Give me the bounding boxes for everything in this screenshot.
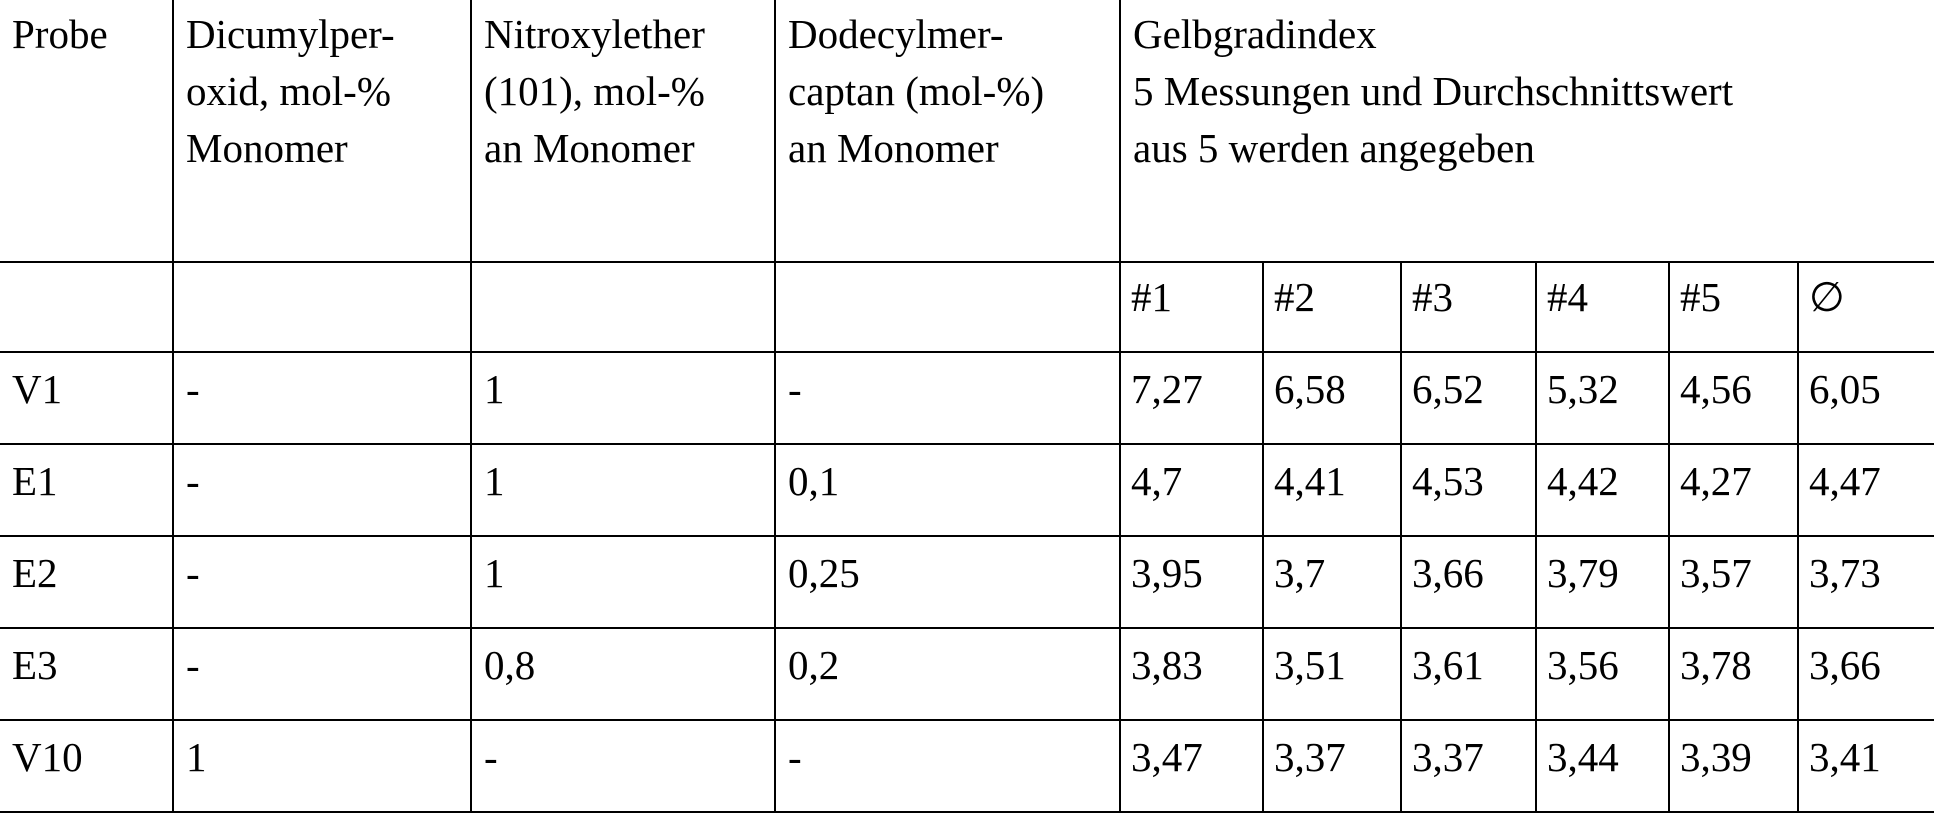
cell-measurement: 3,37 xyxy=(1263,720,1401,812)
cell-probe: E3 xyxy=(0,628,173,720)
cell-dicumylperoxid: - xyxy=(173,444,471,536)
cell-measurement: 3,61 xyxy=(1401,628,1536,720)
header-nitroxylether: Nitroxylether(101), mol-%an Monomer xyxy=(471,0,775,262)
cell-measurement: 7,27 xyxy=(1120,352,1263,444)
cell-nitroxylether: 1 xyxy=(471,444,775,536)
cell-dicumylperoxid: - xyxy=(173,352,471,444)
cell-average: 4,47 xyxy=(1798,444,1934,536)
cell-probe: E2 xyxy=(0,536,173,628)
cell-measurement: 3,79 xyxy=(1536,536,1669,628)
cell-average: 3,66 xyxy=(1798,628,1934,720)
header-dicumylperoxid: Dicumylper-oxid, mol-%Monomer xyxy=(173,0,471,262)
cell-measurement: 4,41 xyxy=(1263,444,1401,536)
subheader-empty xyxy=(775,262,1120,352)
cell-measurement: 3,95 xyxy=(1120,536,1263,628)
cell-probe: V1 xyxy=(0,352,173,444)
cell-measurement: 4,53 xyxy=(1401,444,1536,536)
cell-dodecylmercaptan: 0,2 xyxy=(775,628,1120,720)
cell-measurement: 4,42 xyxy=(1536,444,1669,536)
cell-measurement: 3,51 xyxy=(1263,628,1401,720)
subheader-row: #1#2#3#4#5∅ xyxy=(0,262,1934,352)
cell-measurement: 3,47 xyxy=(1120,720,1263,812)
subheader-measurement: #4 xyxy=(1536,262,1669,352)
subheader-measurement: #5 xyxy=(1669,262,1798,352)
cell-measurement: 3,39 xyxy=(1669,720,1798,812)
cell-measurement: 4,27 xyxy=(1669,444,1798,536)
subheader-measurement: ∅ xyxy=(1798,262,1934,352)
cell-dicumylperoxid: 1 xyxy=(173,720,471,812)
header-probe: Probe xyxy=(0,0,173,262)
header-row: Probe Dicumylper-oxid, mol-%Monomer Nitr… xyxy=(0,0,1934,262)
table-row: E3-0,80,23,833,513,613,563,783,66 xyxy=(0,628,1934,720)
cell-measurement: 6,52 xyxy=(1401,352,1536,444)
subheader-empty xyxy=(173,262,471,352)
cell-measurement: 3,7 xyxy=(1263,536,1401,628)
cell-nitroxylether: 1 xyxy=(471,536,775,628)
cell-average: 3,73 xyxy=(1798,536,1934,628)
cell-average: 6,05 xyxy=(1798,352,1934,444)
subheader-measurement: #2 xyxy=(1263,262,1401,352)
subheader-measurement: #1 xyxy=(1120,262,1263,352)
subheader-empty xyxy=(0,262,173,352)
header-gelbgradindex: Gelbgradindex5 Messungen und Durchschnit… xyxy=(1120,0,1934,262)
cell-measurement: 3,56 xyxy=(1536,628,1669,720)
cell-dodecylmercaptan: 0,25 xyxy=(775,536,1120,628)
cell-measurement: 3,57 xyxy=(1669,536,1798,628)
cell-measurement: 3,44 xyxy=(1536,720,1669,812)
cell-measurement: 3,83 xyxy=(1120,628,1263,720)
cell-measurement: 4,7 xyxy=(1120,444,1263,536)
header-dodecylmercaptan: Dodecylmer-captan (mol-%)an Monomer xyxy=(775,0,1120,262)
subheader-measurement: #3 xyxy=(1401,262,1536,352)
cell-average: 3,41 xyxy=(1798,720,1934,812)
cell-measurement: 3,78 xyxy=(1669,628,1798,720)
cell-measurement: 3,37 xyxy=(1401,720,1536,812)
cell-dodecylmercaptan: - xyxy=(775,720,1120,812)
table-row: V101--3,473,373,373,443,393,41 xyxy=(0,720,1934,812)
cell-dodecylmercaptan: - xyxy=(775,352,1120,444)
cell-measurement: 5,32 xyxy=(1536,352,1669,444)
table-row: E1-10,14,74,414,534,424,274,47 xyxy=(0,444,1934,536)
cell-dicumylperoxid: - xyxy=(173,628,471,720)
table-row: V1-1-7,276,586,525,324,566,05 xyxy=(0,352,1934,444)
cell-nitroxylether: - xyxy=(471,720,775,812)
cell-dodecylmercaptan: 0,1 xyxy=(775,444,1120,536)
cell-measurement: 6,58 xyxy=(1263,352,1401,444)
cell-dicumylperoxid: - xyxy=(173,536,471,628)
cell-probe: V10 xyxy=(0,720,173,812)
subheader-empty xyxy=(471,262,775,352)
cell-nitroxylether: 0,8 xyxy=(471,628,775,720)
cell-probe: E1 xyxy=(0,444,173,536)
cell-measurement: 3,66 xyxy=(1401,536,1536,628)
cell-measurement: 4,56 xyxy=(1669,352,1798,444)
cell-nitroxylether: 1 xyxy=(471,352,775,444)
table-row: E2-10,253,953,73,663,793,573,73 xyxy=(0,536,1934,628)
